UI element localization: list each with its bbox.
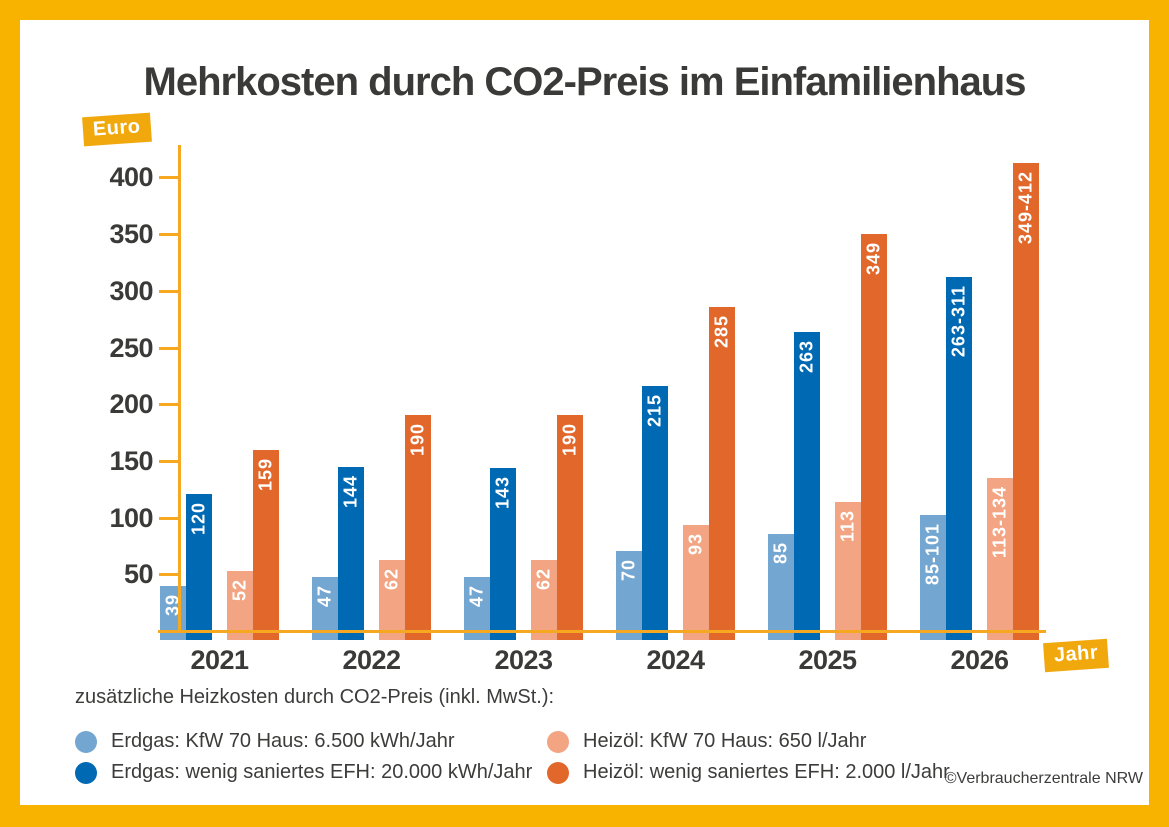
bar: 263-311 [946,277,972,640]
bar-value-label: 113-134 [989,486,1010,559]
bar: 85-101 [920,515,946,640]
bar: 159 [253,449,279,640]
bar: 349-412 [1013,162,1039,640]
legend-swatch [75,730,97,753]
bar: 70 [616,550,642,640]
bar-value-label: 47 [466,584,487,607]
bar: 144 [338,466,364,640]
y-tick-label: 250 [109,332,153,363]
bar-value-label: 120 [188,501,209,535]
y-tick [159,176,178,180]
bar: 85 [768,533,794,640]
bar: 62 [531,559,557,640]
bar-value-label: 159 [255,457,276,491]
legend-label: Heizöl: wenig saniertes EFH: 2.000 l/Jah… [583,761,950,783]
bar-value-label: 263-311 [948,285,969,358]
chart-title: Mehrkosten durch CO2-Preis im Einfamilie… [143,60,1027,104]
bar: 93 [683,524,709,640]
bar: 190 [557,414,583,640]
legend-item: Erdgas: KfW 70 Haus: 6.500 kWh/Jahr [75,730,547,753]
y-tick-label: 150 [109,445,153,476]
bar: 113 [835,501,861,640]
bar: 349 [861,234,887,640]
year-label: 2022 [342,645,401,675]
y-tick [159,403,178,407]
y-tick [159,346,178,350]
bar: 47 [312,576,338,640]
bar: 113-134 [987,478,1013,640]
legend-label: Heizöl: KfW 70 Haus: 650 l/Jahr [583,730,867,752]
chart-legend: Erdgas: KfW 70 Haus: 6.500 kWh/Jahr Erdga… [75,726,950,788]
bar-value-label: 62 [533,567,554,590]
bar-value-label: 47 [314,584,335,607]
y-tick-label: 50 [123,559,154,590]
y-tick [159,233,178,237]
bar-value-label: 190 [407,422,428,456]
legend-label: Erdgas: KfW 70 Haus: 6.500 kWh/Jahr [111,730,455,752]
y-tick [159,459,178,463]
x-axis-line [158,630,1046,633]
bar: 62 [379,559,405,640]
legend-label: Erdgas: wenig saniertes EFH: 20.000 kWh/… [111,761,533,783]
year-label: 2025 [798,645,857,675]
bar-value-label: 144 [340,474,361,508]
legend-swatch [547,730,569,753]
y-tick-label: 200 [109,389,153,420]
y-tick-label: 350 [109,219,153,250]
y-tick-label: 300 [109,275,153,306]
legend-item: Heizöl: KfW 70 Haus: 650 l/Jahr [547,730,950,753]
year-label: 2023 [494,645,553,675]
bar: 47 [464,576,490,640]
bar-value-label: 113 [837,509,858,542]
bar: 263 [794,331,820,640]
legend-header: zusätzliche Heizkosten durch CO2-Preis (… [75,686,555,708]
chart-canvas: Mehrkosten durch CO2-Preis im Einfamilie… [20,20,1149,805]
legend-item: Heizöl: wenig saniertes EFH: 2.000 l/Jah… [547,761,950,784]
bar-value-label: 263 [796,339,817,373]
bar-value-label: 93 [685,532,706,555]
y-tick [159,516,178,520]
year-label: 2021 [190,645,249,675]
bar: 215 [642,386,668,640]
x-axis-unit-badge: Jahr [1043,638,1110,673]
bar-value-label: 349-412 [1015,170,1036,244]
y-tick [159,289,178,293]
bar: 120 [186,493,212,640]
legend-item: Erdgas: wenig saniertes EFH: 20.000 kWh/… [75,761,547,784]
bar-value-label: 85-101 [922,523,943,586]
copyright-notice: ©Verbraucherzentrale NRW [944,770,1143,787]
bar-value-label: 349 [863,242,884,276]
y-tick-label: 100 [109,502,153,533]
y-tick-label: 400 [109,162,153,193]
y-axis-line [178,145,181,633]
bar-value-label: 52 [229,579,250,602]
bar-value-label: 285 [711,314,732,348]
legend-swatch [75,761,97,784]
bar: 190 [405,414,431,640]
bar-value-label: 190 [559,422,580,456]
bar-chart-plot: 50 100 150 200 250 300 350 400 39 120 52 159 2021 47 1… [20,20,1149,805]
bar-value-label: 143 [492,475,513,509]
bar-value-label: 215 [644,394,665,428]
bar-value-label: 85 [770,541,791,564]
bar: 143 [490,467,516,640]
legend-swatch [547,761,569,784]
y-tick [159,573,178,577]
year-label: 2024 [646,645,705,675]
bar: 285 [709,306,735,640]
bar: 52 [227,571,253,640]
year-label: 2026 [950,645,1009,675]
bar-value-label: 62 [381,567,402,590]
bar-value-label: 70 [618,558,639,581]
